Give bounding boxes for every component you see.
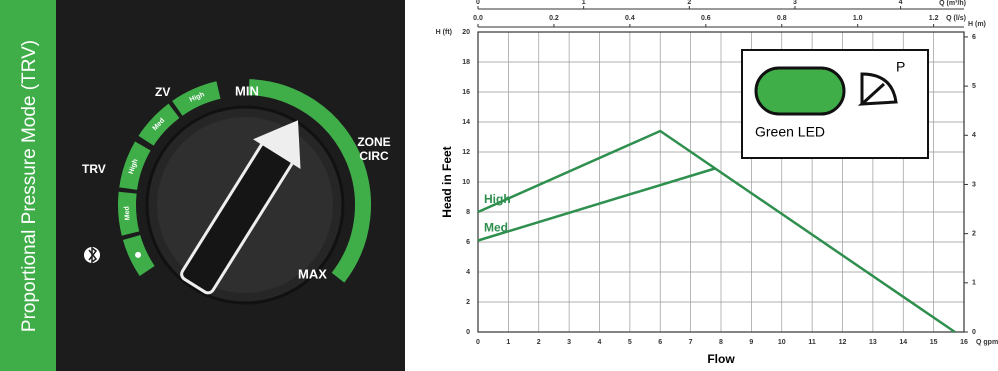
y-tick-label: 2: [466, 299, 470, 306]
x3-tick-label: 4: [899, 0, 903, 6]
series-label: High: [484, 192, 511, 206]
x2-tick-label: 0.2: [549, 15, 559, 22]
x-tick-label: 6: [658, 339, 662, 346]
y2-tick-label: 0: [972, 329, 976, 336]
bluetooth-icon: [84, 246, 100, 264]
plot-frame: [477, 31, 965, 333]
x-tick-label: 9: [749, 339, 753, 346]
trv-label: TRV: [82, 162, 106, 176]
y-tick-label: 0: [466, 329, 470, 336]
y-tick-label: 20: [462, 29, 470, 36]
legend-label: Green LED: [755, 124, 825, 140]
segment-label: Med: [124, 206, 132, 220]
y2-tick-label: 3: [972, 181, 976, 188]
segment-dot: [135, 251, 142, 258]
legend-box: P Green LED: [741, 49, 929, 159]
y-axis-label: Head in Feet: [440, 146, 454, 217]
segment-label: High: [128, 158, 140, 175]
x-tick-label: 11: [808, 339, 816, 346]
x-tick-label: 5: [628, 339, 632, 346]
y-tick-label: 8: [466, 209, 470, 216]
mode-segment: [119, 141, 151, 191]
x-tick-label: 3: [567, 339, 571, 346]
y2-tick-label: 2: [972, 230, 976, 237]
x-tick-label: 13: [869, 339, 877, 346]
x-tick-label: 15: [930, 339, 938, 346]
mode-segment: [118, 191, 140, 236]
x2-tick-label: 1.0: [853, 15, 863, 22]
x-tick-label: 14: [899, 339, 907, 346]
series-line: [477, 129, 956, 334]
x-tick-label: 10: [778, 339, 786, 346]
series-label: Med: [484, 221, 508, 235]
x-tick-label: 16: [960, 339, 968, 346]
side-label: Proportional Pressure Mode (TRV): [19, 40, 40, 332]
x2-tick-label: 0.0: [473, 15, 483, 22]
x3-tick-label: 0: [476, 0, 480, 6]
y-tick-label: 10: [462, 179, 470, 186]
x3-axis-label: Q (m³/h): [939, 0, 966, 7]
y-tick-label: 6: [466, 239, 470, 246]
x-tick-label: 8: [719, 339, 723, 346]
y-tick-label: 16: [462, 89, 470, 96]
side-band: [0, 0, 56, 371]
zone-label: ZONE: [357, 135, 390, 149]
x-axis-label: Flow: [707, 352, 735, 366]
y2-tick-label: 4: [972, 132, 976, 139]
y-tick-label: 12: [462, 149, 470, 156]
zone-arc: [248, 79, 371, 283]
pointer-arrow: [253, 120, 301, 169]
x-tick-label: 12: [839, 339, 847, 346]
x-tick-label: 0: [476, 339, 480, 346]
x2-tick-label: 1.2: [929, 15, 939, 22]
max-label: MAX: [298, 266, 327, 281]
x-tick-label: 1: [506, 339, 510, 346]
x3-tick-label: 3: [793, 0, 797, 6]
mode-segment: [138, 103, 180, 146]
y2-axis-label: H (m): [968, 21, 986, 28]
x-tick-label: 4: [598, 339, 602, 346]
x2-axis-label: Q (l/s): [946, 15, 966, 22]
y2-tick-label: 1: [972, 280, 976, 287]
x2-tick-label: 0.4: [625, 15, 635, 22]
y-tick-label: 4: [466, 269, 470, 276]
min-label: MIN: [235, 83, 259, 98]
y-tick-label: 14: [462, 119, 470, 126]
x2-tick-label: 0.6: [701, 15, 711, 22]
x2-tick-label: 0.8: [777, 15, 787, 22]
y2-tick-label: 5: [972, 83, 976, 90]
x-tick-label: 7: [689, 339, 693, 346]
x-tick-label: 2: [537, 339, 541, 346]
x3-tick-label: 1: [582, 0, 586, 6]
x3-tick-label: 2: [687, 0, 691, 6]
series-line: [477, 167, 716, 242]
pointer: [180, 120, 301, 295]
mode-segment: [172, 81, 221, 116]
circ-label: CIRC: [359, 149, 389, 163]
x-unit: Q gpm: [976, 339, 998, 346]
y2-tick-label: 6: [972, 34, 976, 41]
y-unit: H (ft): [436, 29, 452, 36]
zv-label: ZV: [155, 85, 170, 99]
legend-icon-label: P: [896, 59, 905, 75]
y-tick-label: 18: [462, 59, 470, 66]
